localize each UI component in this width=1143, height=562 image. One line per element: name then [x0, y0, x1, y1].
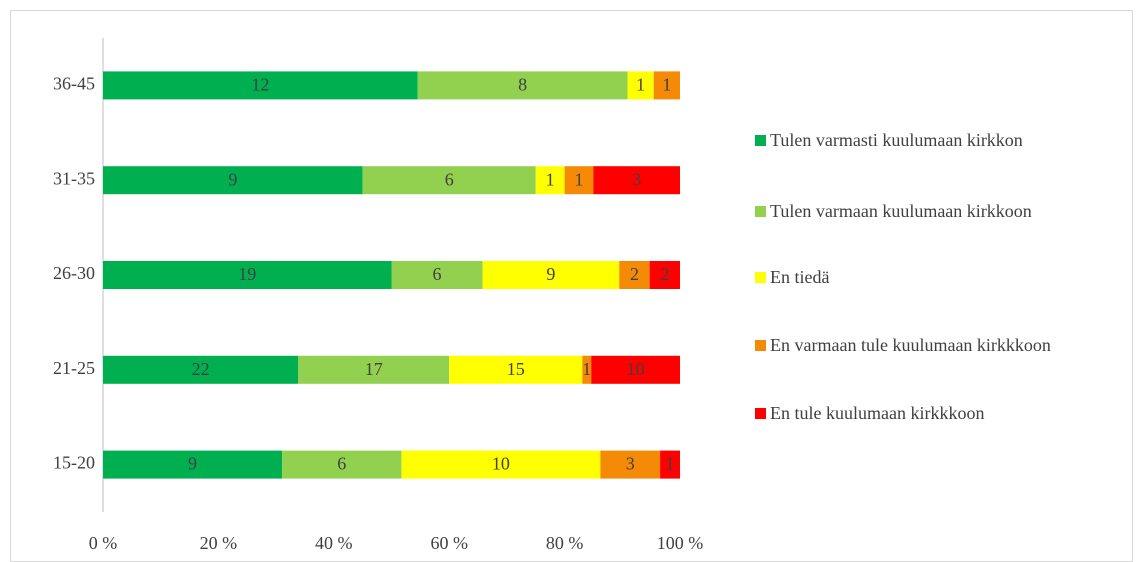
data-label: 1 [546, 169, 555, 189]
bar-segment [417, 71, 628, 100]
bar-segment [391, 261, 483, 289]
data-label: 9 [188, 454, 197, 474]
data-label: 6 [445, 169, 454, 189]
data-label: 9 [228, 169, 237, 189]
legend-item: En varmaan tule kuulumaan kirkkkoon [755, 332, 1125, 358]
data-label: 9 [546, 264, 555, 284]
data-label: 1 [636, 75, 645, 95]
bar-segment [103, 71, 418, 100]
bar-segment [600, 450, 661, 479]
bar-segment [103, 166, 363, 195]
bar-segment [103, 450, 283, 479]
bar-segment [582, 355, 592, 384]
data-label: 8 [518, 75, 527, 95]
data-label: 6 [337, 454, 346, 474]
data-label: 19 [238, 264, 256, 284]
x-tick-label: 20 % [200, 533, 238, 553]
data-label: 6 [433, 264, 442, 284]
bar-segment [660, 450, 680, 479]
x-tick-label: 0 % [89, 533, 118, 553]
bar-segment [627, 71, 654, 100]
bar-segment [103, 355, 299, 384]
bar-segment [103, 261, 392, 289]
data-label: 17 [365, 359, 383, 379]
data-label: 3 [632, 169, 641, 189]
bar-segment [298, 355, 450, 384]
y-tick-label: 31-35 [53, 168, 95, 188]
data-label: 10 [627, 359, 645, 379]
bar-segment [535, 166, 565, 195]
x-tick-label: 80 % [546, 533, 584, 553]
data-label: 15 [507, 359, 525, 379]
x-tick-label: 100 % [657, 533, 704, 553]
legend-swatch [755, 408, 766, 419]
bar-segment [482, 261, 620, 289]
legend-swatch [755, 340, 766, 351]
x-tick-label: 60 % [430, 533, 468, 553]
data-label: 1 [582, 359, 591, 379]
legend-label: En tule kuulumaan kirkkkoon [770, 403, 985, 423]
legend-swatch [755, 272, 766, 283]
data-label: 2 [660, 264, 669, 284]
y-tick-label: 15-20 [53, 453, 95, 473]
bar-segment [593, 166, 680, 195]
legend-swatch [755, 135, 766, 146]
data-label: 10 [492, 454, 510, 474]
data-label: 3 [626, 454, 635, 474]
bar-segment [619, 261, 650, 289]
bar-segment [653, 71, 680, 100]
data-label: 1 [575, 169, 584, 189]
legend-label: En varmaan tule kuulumaan kirkkkoon [770, 335, 1051, 355]
bar-segment [282, 450, 402, 479]
legend-label: Tulen varmaan kuulumaan kirkkoon [770, 201, 1032, 221]
bar-segment [401, 450, 601, 479]
bar-segment [591, 355, 680, 384]
legend-label: Tulen varmasti kuulumaan kirkkon [770, 130, 1023, 150]
data-label: 1 [666, 454, 675, 474]
legend-item: Tulen varmasti kuulumaan kirkkon [755, 127, 1125, 153]
legend-item: En tiedä [755, 264, 1125, 290]
bar-segment [649, 261, 680, 289]
legend-item: En tule kuulumaan kirkkkoon [755, 400, 1125, 426]
data-label: 22 [192, 359, 210, 379]
bar-segment [564, 166, 594, 195]
data-label: 1 [662, 75, 671, 95]
data-label: 12 [251, 75, 269, 95]
y-tick-label: 21-25 [53, 358, 95, 378]
bar-segment [449, 355, 583, 384]
legend-item: Tulen varmaan kuulumaan kirkkoon [755, 198, 1125, 224]
y-tick-label: 26-30 [53, 263, 95, 283]
x-tick-label: 40 % [315, 533, 353, 553]
legend-swatch [755, 206, 766, 217]
data-label: 2 [630, 264, 639, 284]
legend-label: En tiedä [770, 267, 830, 287]
y-tick-label: 36-45 [53, 74, 95, 94]
bar-segment [362, 166, 536, 195]
